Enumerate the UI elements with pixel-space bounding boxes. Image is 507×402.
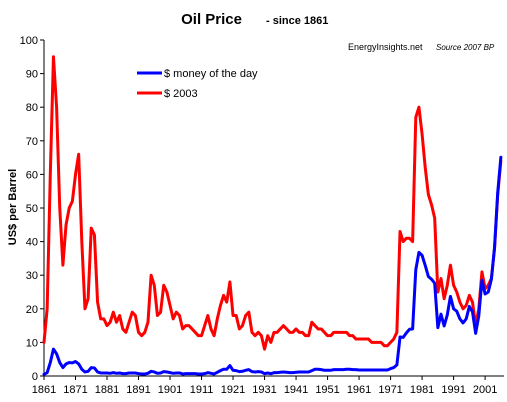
x-tick-label: 1921: [221, 384, 245, 396]
y-tick-label: 10: [26, 337, 38, 349]
x-tick-label: 1891: [126, 384, 150, 396]
x-tick-label: 1881: [95, 384, 119, 396]
x-tick-label: 1981: [410, 384, 434, 396]
y-tick-label: 0: [32, 371, 38, 383]
y-tick-label: 40: [26, 237, 38, 249]
y-tick-label: 20: [26, 304, 38, 316]
x-tick-label: 1971: [378, 384, 402, 396]
series-line-dollars-2003: [42, 55, 503, 351]
x-tick-label: 1941: [284, 384, 308, 396]
y-tick-label: 100: [20, 35, 38, 47]
y-tick-label: 80: [26, 102, 38, 114]
y-tick-label: 70: [26, 136, 38, 148]
x-tick-label: 1861: [32, 384, 56, 396]
series-line-money-of-the-day: [42, 155, 503, 376]
source-right: Source 2007 BP: [436, 43, 495, 52]
x-tick-label: 1951: [315, 384, 339, 396]
y-tick-label: 50: [26, 203, 38, 215]
x-tick-label: 2001: [473, 384, 497, 396]
x-tick-label: 1991: [441, 384, 465, 396]
axes: 0 10 20 30 40 50 60 70 80 90 100 1861 1871 1881 1891 19…: [20, 35, 504, 396]
legend-label: $ money of the day: [164, 68, 258, 80]
chart-subtitle: - since 1861: [266, 15, 328, 27]
series-layer: [42, 55, 503, 376]
source-left: EnergyInsights.net: [348, 42, 423, 52]
chart-title: Oil Price: [181, 11, 242, 28]
x-tick-label: 1911: [190, 384, 214, 396]
x-tick-label: 1901: [158, 384, 182, 396]
legend-label: $ 2003: [164, 88, 198, 100]
legend: $ money of the day $ 2003: [137, 68, 258, 100]
y-axis-label: US$ per Barrel: [7, 169, 19, 245]
y-tick-label: 30: [26, 270, 38, 282]
y-tick-label: 90: [26, 69, 38, 81]
x-tick-label: 1931: [252, 384, 276, 396]
x-tick-label: 1961: [347, 384, 371, 396]
y-tick-label: 60: [26, 169, 38, 181]
x-tick-label: 1871: [63, 384, 87, 396]
